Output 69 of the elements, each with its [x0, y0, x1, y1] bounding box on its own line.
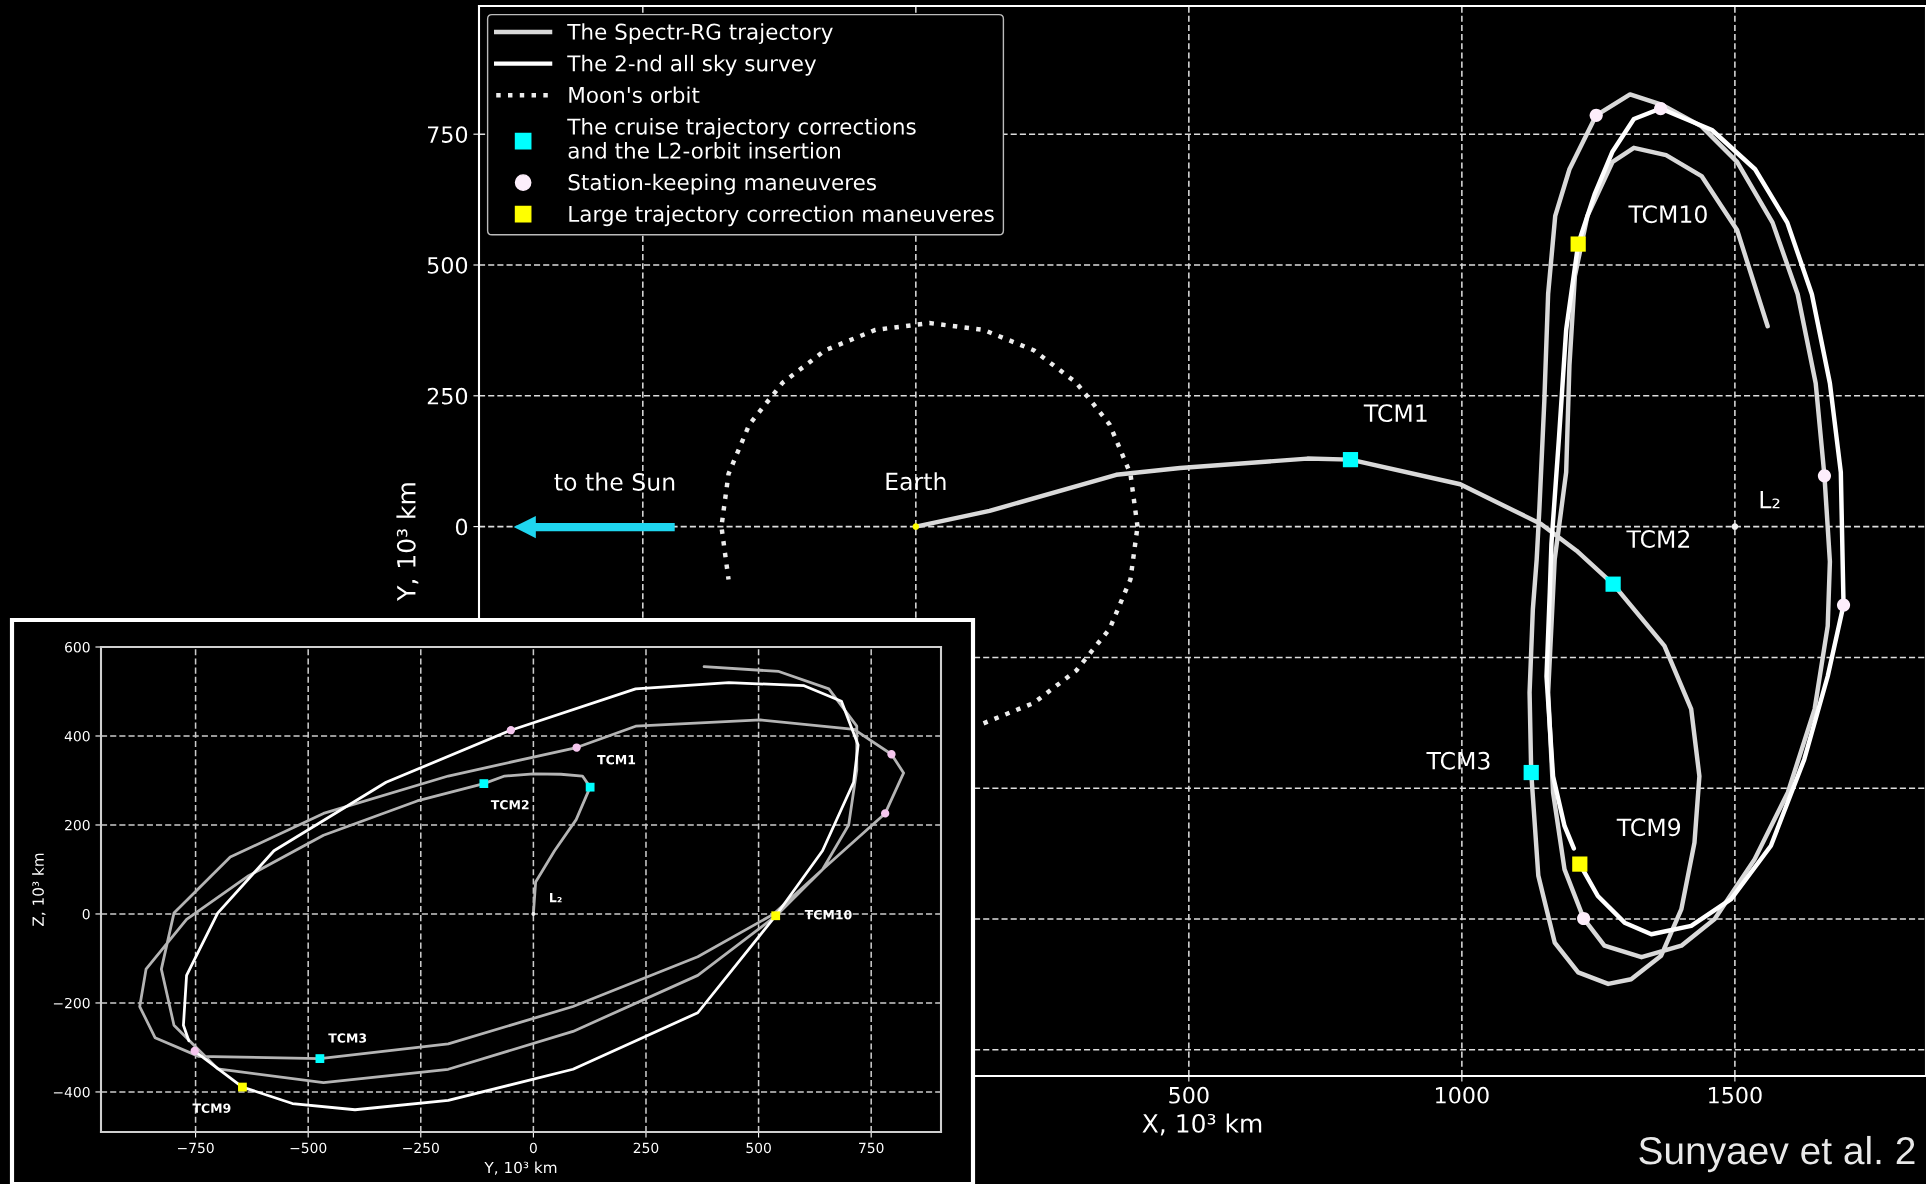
annotation: TCM1	[1363, 404, 1427, 423]
annotation: TCM10	[1628, 205, 1707, 224]
annotation: TCM3	[328, 1033, 367, 1043]
y-tick-label: 400	[64, 730, 90, 742]
point	[1605, 576, 1621, 592]
y-axis-title: Z, 10³ km	[32, 853, 46, 926]
point	[1342, 452, 1359, 468]
x-axis-title: X, 10³ km	[1142, 1113, 1262, 1136]
annotation: to the Sun	[554, 472, 675, 491]
annotation: Earth	[886, 472, 946, 491]
text: Sunyaev et al. 2	[1639, 1135, 1915, 1173]
point	[880, 809, 890, 818]
annotation: TCM2	[490, 799, 529, 810]
point	[1654, 101, 1668, 116]
legend-label: Moon's orbit	[569, 86, 700, 104]
point	[771, 911, 781, 921]
y-tick-label: 500	[427, 256, 468, 274]
point	[506, 726, 516, 735]
point	[1577, 911, 1591, 926]
y-tick-label: 0	[82, 908, 90, 920]
legend-label: The cruise trajectory corrections and the L2-orbit insertion	[567, 118, 916, 159]
x-tick-label: −750	[177, 1142, 214, 1154]
x-tick-label: −250	[403, 1142, 439, 1154]
y-tick-label: 750	[427, 126, 468, 143]
legend-label: Large trajectory correction maneuveres	[569, 205, 994, 227]
y-tick-label: 250	[427, 387, 468, 405]
y-tick-label: −200	[53, 997, 90, 1009]
point	[315, 1054, 325, 1063]
point	[238, 1082, 247, 1092]
x-tick-label: 1500	[1709, 1086, 1762, 1104]
x-tick-label: 500	[746, 1142, 771, 1154]
x-axis-title: Y, 10³ km	[484, 1161, 557, 1175]
y-tick-label: −400	[53, 1086, 90, 1098]
point	[1523, 764, 1539, 781]
y-axis-title: Y, 10³ km	[396, 483, 419, 601]
y-tick-label: 600	[65, 641, 90, 653]
legend-label: The 2-nd all sky survey	[567, 54, 817, 76]
annotation: TCM9	[1616, 818, 1681, 837]
legend-label: The Spectr-RG trajectory	[567, 23, 833, 45]
y-tick-label: 0	[455, 518, 468, 536]
point	[1836, 598, 1851, 612]
annotation: TCM9	[192, 1103, 231, 1113]
y-tick-label: 200	[65, 819, 90, 831]
annotation: L₂	[550, 893, 562, 903]
point	[887, 750, 896, 759]
point	[531, 912, 536, 916]
x-tick-label: −500	[290, 1142, 327, 1154]
annotation: TCM1	[597, 754, 636, 765]
point	[190, 1046, 199, 1056]
legend-label: Station-keeping maneuveres	[568, 173, 876, 195]
point	[572, 743, 581, 752]
point	[1731, 523, 1739, 530]
x-tick-label: 0	[529, 1142, 537, 1154]
x-tick-label: 750	[859, 1142, 884, 1154]
annotation: TCM2	[1626, 530, 1690, 548]
line-series	[138, 665, 906, 1084]
point	[585, 782, 595, 792]
annotation: L₂	[1760, 490, 1780, 509]
point	[479, 779, 489, 788]
x-tick-label: 500	[1169, 1086, 1209, 1104]
line-series	[182, 681, 860, 1112]
annotation: TCM3	[1426, 751, 1490, 770]
point	[1572, 856, 1588, 872]
x-tick-label: 250	[633, 1142, 659, 1154]
point	[1589, 108, 1603, 122]
annotation: TCM10	[804, 909, 852, 920]
x-tick-label: 1000	[1436, 1086, 1489, 1104]
point	[1817, 469, 1832, 483]
point	[1570, 236, 1586, 252]
